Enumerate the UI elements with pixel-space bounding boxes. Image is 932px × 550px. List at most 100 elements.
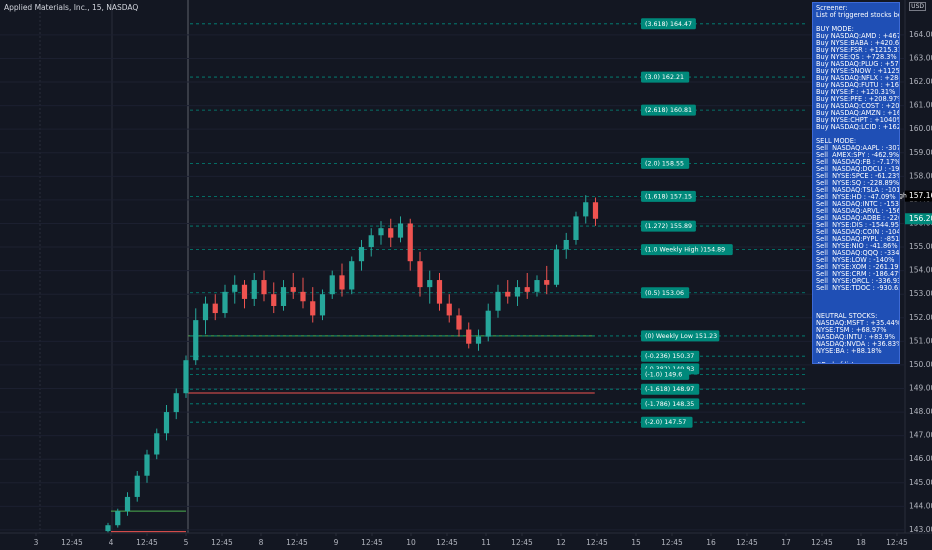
- screener-group: NEUTRAL STOCKS: NASDAQ:MSFT : +35.44% NYSE…: [816, 313, 900, 355]
- candle-body: [154, 433, 160, 455]
- group-item: Sell NASDAQ:INTC : -153.06%: [816, 200, 899, 208]
- group-item: Buy NASDAQ:NFLX : +284.75%: [816, 74, 899, 82]
- level-label-box: [641, 398, 700, 410]
- level-label: (1.0 Weekly High )154.89: [645, 247, 725, 254]
- group-item: Sell NYSE:DIS : -1544.95%: [816, 221, 900, 229]
- price-label-box: [905, 213, 932, 225]
- level-label-box: [641, 350, 700, 362]
- candle-body: [222, 291, 228, 314]
- group-item: Buy NASDAQ:AMD : +467.12%: [816, 32, 900, 40]
- level-label-box: [641, 416, 693, 428]
- y-tick-label: 148.00: [909, 407, 932, 416]
- group-item: Sell NASDAQ:TSLA : -1011.31%: [816, 186, 900, 194]
- candle-body: [290, 287, 296, 292]
- candle-body: [524, 287, 530, 292]
- candle-body: [397, 223, 404, 238]
- y-tick-label: 155.00: [909, 242, 932, 251]
- x-tick-label: 17: [781, 538, 791, 547]
- y-tick-label: 162.00: [909, 77, 932, 86]
- candle-body: [544, 280, 550, 285]
- x-tick-label: 12:45: [361, 538, 383, 547]
- group-item: NYSE:BA : +88.18%: [816, 347, 882, 355]
- candle-body: [407, 223, 413, 262]
- candle-body: [388, 228, 394, 238]
- level-label: (-1.618) 148.97: [645, 386, 694, 393]
- price-label: 156.20: [909, 214, 932, 223]
- group-item: Sell NYSE:SPCE : -61.23%: [816, 172, 900, 180]
- group-item: NASDAQ:NVDA : +36.83%: [816, 340, 900, 348]
- group-item: Sell NYSE:ORCL : -336.93%: [816, 277, 900, 285]
- y-tick-label: 146.00: [909, 454, 932, 463]
- x-tick-label: 12:45: [61, 538, 83, 547]
- candle-body: [505, 291, 511, 297]
- group-item: Buy NASDAQ:AMZN : +160.92%: [816, 109, 899, 117]
- screener-title: Screener:: [816, 4, 848, 12]
- y-tick-label: 158.00: [909, 171, 932, 180]
- x-tick-label: 4: [109, 538, 114, 547]
- x-tick-label: 12:45: [736, 538, 758, 547]
- group-item: Sell NASDAQ:DOCU : -198.55%: [816, 165, 900, 173]
- end: #End of list: [816, 362, 896, 364]
- group-item: Sell NASDAQ:QQQ : -334.31%: [816, 249, 900, 257]
- symbol-title: Applied Materials, Inc., 15, NASDAQ: [4, 3, 139, 12]
- candle-body: [368, 235, 374, 248]
- level-label: (-2.0) 147.57: [645, 419, 686, 426]
- y-tick-label: 154.00: [909, 266, 932, 275]
- candle-body: [514, 287, 521, 297]
- candle-body: [349, 261, 355, 290]
- candle-body: [417, 261, 423, 288]
- screener: Screener:List of triggered stocks below:…: [812, 2, 900, 364]
- candle-body: [427, 280, 433, 288]
- candle-body: [183, 360, 189, 394]
- y-tick-label: 152.00: [909, 313, 932, 322]
- group-item: Sell NYSE:CRM : -186.47%: [816, 270, 900, 278]
- candle-body: [563, 239, 569, 250]
- candle-body: [115, 511, 121, 526]
- currency[interactable]: USD: [909, 2, 926, 11]
- x-tick-label: 12:45: [511, 538, 533, 547]
- y-tick-label: 163.00: [909, 53, 932, 62]
- screener-group: BUY MODE:Buy NASDAQ:AMD : +467.12% Buy NY…: [816, 25, 900, 131]
- screener-subtitle: List of triggered stocks below:: [816, 11, 899, 19]
- candle-body: [553, 249, 560, 285]
- level-label-box: [641, 220, 696, 232]
- group-item: Buy NASDAQ:LCID : +1620.69%: [816, 123, 900, 131]
- candle-body: [583, 202, 589, 217]
- level-label: (-0.236) 150.37: [645, 353, 694, 360]
- level-label-box: [641, 18, 696, 30]
- level-label-box: [641, 330, 720, 342]
- x-tick-label: 18: [856, 538, 866, 547]
- x-tick-label: 3: [34, 538, 39, 547]
- y-tick-label: 145.00: [909, 478, 932, 487]
- candle-body: [124, 496, 131, 512]
- group-title: SELL MODE:: [816, 137, 857, 145]
- group-title: BUY MODE:: [816, 25, 854, 33]
- x-tick-label: 5: [184, 538, 189, 547]
- candle-body: [339, 275, 345, 290]
- y-tick-label: 150.00: [909, 360, 932, 369]
- group-item: NYSE:TSM : +68.97%: [816, 326, 887, 334]
- x-tick-label: 12:45: [661, 538, 683, 547]
- level-label: (2.618) 160.81: [645, 107, 692, 114]
- price-label: 157.16: [909, 191, 932, 200]
- candle-body: [163, 412, 170, 434]
- group-item: Buy NYSE:FSR : +1215.31%: [816, 46, 900, 54]
- x-tick-label: 12:45: [436, 538, 458, 547]
- candle-body: [300, 291, 306, 302]
- y-tick-label: 147.00: [909, 431, 932, 440]
- level-label: (2.0) 158.55: [645, 160, 684, 167]
- candle-body: [592, 202, 599, 219]
- candle-body: [134, 475, 140, 497]
- x-tick-label: 9: [334, 538, 339, 547]
- candle-body: [251, 280, 257, 299]
- x-tick-label: 10: [406, 538, 416, 547]
- group-item: Sell NYSE:SQ : -228.89%: [816, 179, 900, 187]
- level-label-box: [641, 157, 690, 169]
- level-label-box: [641, 287, 690, 299]
- level-label: (-1.0) 149.6: [645, 371, 682, 378]
- candle-body: [475, 336, 482, 344]
- group-item: Sell NASDAQ:ARVL : -1563.41%: [816, 207, 900, 215]
- y-tick-label: 161.00: [909, 101, 932, 110]
- y-tick-label: 143.00: [909, 525, 932, 534]
